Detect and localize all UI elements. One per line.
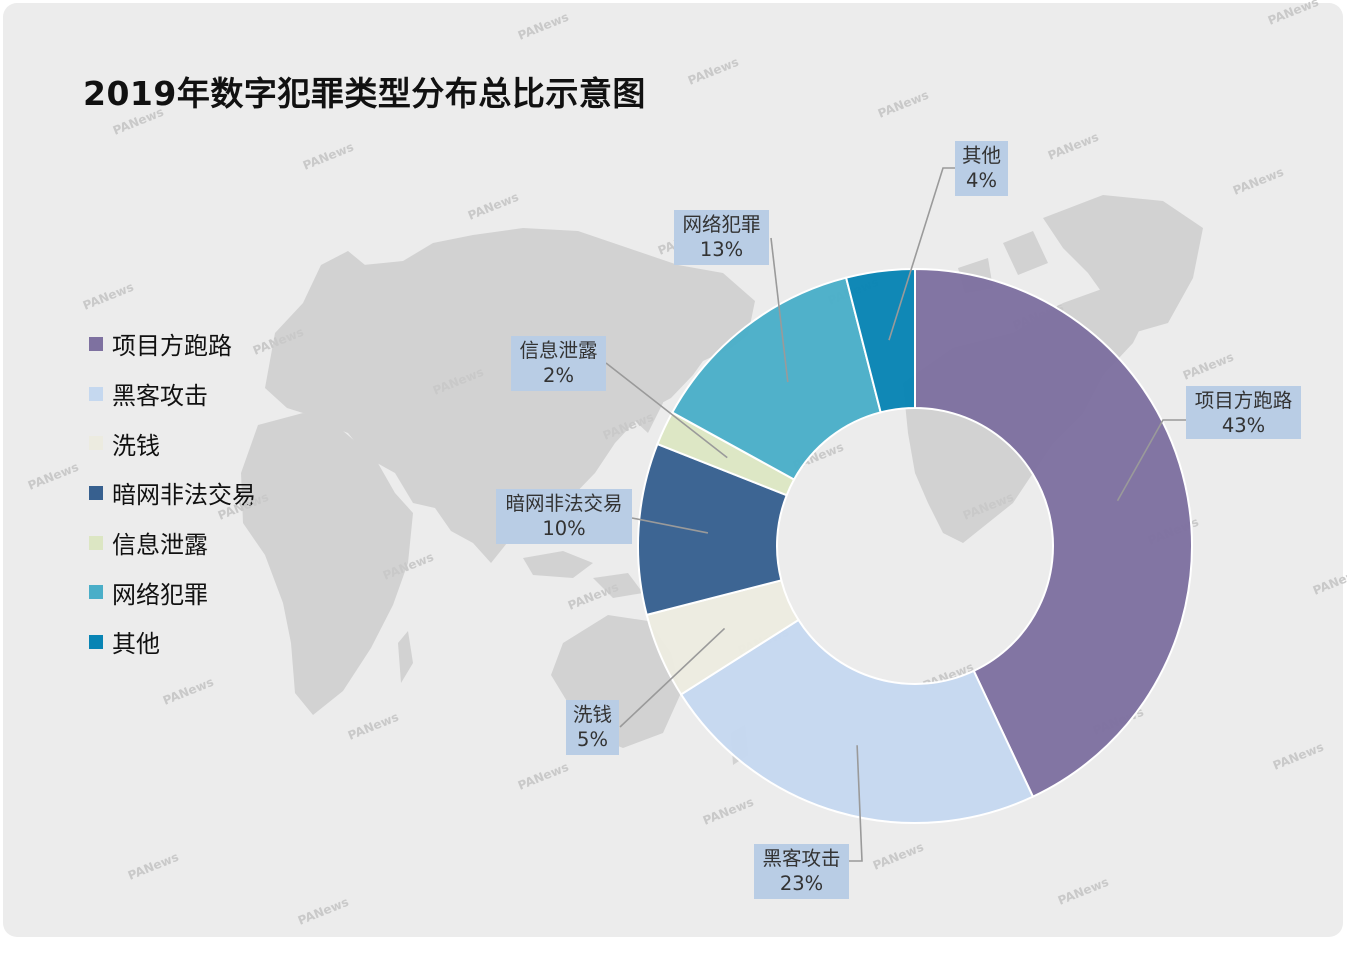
legend-label: 暗网非法交易 [112, 481, 256, 510]
watermark-text: PANews [686, 55, 741, 88]
slice-label-category: 暗网非法交易 [505, 492, 622, 515]
legend-item: 洗钱 [89, 418, 256, 468]
legend-item: 信息泄露 [89, 518, 256, 568]
leader-line [849, 745, 863, 862]
donut-slice [914, 267, 1193, 798]
watermark-text: PANews [161, 675, 216, 708]
legend-item: 网络犯罪 [89, 567, 256, 617]
legend-swatch [89, 436, 103, 451]
watermark-text: PANews [301, 140, 356, 173]
legend-label: 网络犯罪 [112, 580, 208, 609]
legend-swatch [89, 386, 103, 401]
watermark-text: PANews [701, 795, 756, 828]
slice-label-box [566, 700, 619, 755]
slice-label-box [754, 844, 849, 899]
watermark-text: PANews [1311, 565, 1347, 598]
watermark-text: PANews [296, 895, 351, 928]
slice-label-category: 其他 [962, 144, 1001, 167]
watermark-text: PANews [1056, 875, 1111, 908]
legend-label: 其他 [112, 630, 160, 659]
watermark-text: PANews [111, 105, 166, 138]
slice-label: 其他4% [955, 141, 1008, 196]
chart-title: 2019年数字犯罪类型分布总比示意图 [83, 74, 646, 113]
legend-label: 黑客攻击 [112, 382, 208, 411]
legend-swatch [89, 634, 103, 649]
leader-line [605, 362, 728, 459]
slice-label-category: 黑客攻击 [762, 847, 840, 870]
watermark-text: PANews [251, 325, 306, 358]
watermark-text: PANews [961, 490, 1016, 523]
slice-label-value: 13% [700, 238, 743, 261]
watermark-text: PANews [26, 460, 81, 493]
slice-label-box [1186, 386, 1301, 439]
watermark-text: PANews [1181, 350, 1236, 383]
leader-lines [605, 167, 1186, 862]
legend-swatch [89, 485, 103, 500]
slice-label-box [674, 210, 769, 265]
watermark-text: PANews [81, 280, 136, 313]
legend-item: 项目方跑路 [89, 319, 256, 369]
slice-label-category: 洗钱 [573, 703, 612, 726]
slice-label: 洗钱5% [566, 700, 619, 755]
slice-label-box [496, 489, 632, 544]
donut-slices [637, 267, 1193, 824]
slice-label-value: 4% [966, 169, 997, 192]
slice-label-box [955, 141, 1008, 196]
donut-slice [670, 276, 882, 481]
watermark-text: PANews [466, 190, 521, 223]
leader-line [619, 627, 726, 728]
watermark-text: PANews [1046, 130, 1101, 163]
watermark-text: PANews [516, 10, 571, 43]
watermark-text: PANews [516, 760, 571, 793]
slice-label-category: 信息泄露 [519, 339, 597, 362]
watermark-text: PANews [346, 710, 401, 743]
donut-slice [679, 618, 1035, 824]
slice-label-value: 10% [542, 517, 585, 540]
legend-label: 洗钱 [112, 431, 160, 460]
legend-swatch [89, 336, 103, 351]
slice-label-value: 23% [780, 872, 823, 895]
legend-label: 信息泄露 [112, 531, 208, 560]
watermark-text: PANews [871, 840, 926, 873]
slice-label-box [511, 336, 606, 391]
leader-line [631, 517, 709, 534]
legend-item: 黑客攻击 [89, 369, 256, 419]
watermark-text: PANews [126, 850, 181, 883]
watermark-text: PANews [431, 365, 486, 398]
watermark-text: PANews [566, 580, 621, 613]
watermark-text: PANews [1231, 165, 1286, 198]
watermark-text: PANews [381, 550, 436, 583]
slice-label-value: 2% [543, 364, 574, 387]
watermark-text: PANews [601, 410, 656, 443]
watermark-text: PANews [1266, 0, 1321, 28]
slice-label-value: 5% [577, 728, 608, 751]
legend-item: 暗网非法交易 [89, 468, 256, 518]
slice-label-value: 43% [1222, 414, 1265, 437]
watermark-text: PANews [1271, 740, 1326, 773]
legend-swatch [89, 585, 103, 600]
legend-label: 项目方跑路 [112, 332, 232, 361]
legend-item: 其他 [89, 617, 256, 667]
watermark-text: PANews [216, 490, 271, 523]
slice-label-category: 项目方跑路 [1195, 389, 1293, 412]
watermark-text: PANews [876, 88, 931, 121]
legend-swatch [89, 535, 103, 550]
chart-legend: 项目方跑路黑客攻击洗钱暗网非法交易 信息泄露网络犯罪其他 [89, 319, 256, 667]
leader-line [770, 237, 789, 383]
slice-label-category: 网络犯罪 [682, 213, 760, 236]
donut-slice [844, 267, 916, 414]
leader-line [1116, 419, 1186, 502]
leader-line [888, 167, 955, 341]
